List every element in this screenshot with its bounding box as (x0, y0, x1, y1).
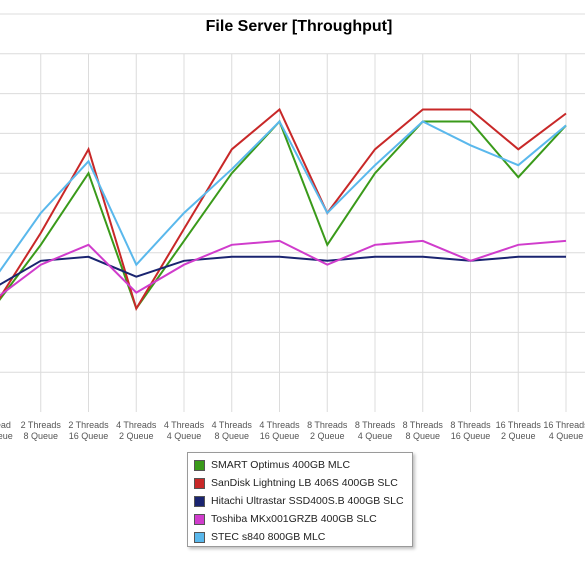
legend-item: STEC s840 800GB MLC (194, 528, 412, 546)
series-line-1 (0, 107, 567, 311)
x-tick-label: 1 Thread (0, 420, 11, 430)
x-tick-label: 2 Threads (21, 420, 62, 430)
x-tick-label: 2 Threads (68, 420, 109, 430)
x-tick-label: 4 Queue (358, 431, 393, 441)
x-tick-label: 4 Threads (259, 420, 300, 430)
legend-swatch (194, 513, 205, 525)
legend-label: Hitachi Ultrastar SSD400S.B 400GB SLC (211, 495, 404, 507)
chart-series-lines (0, 107, 567, 311)
legend-swatch (194, 459, 205, 471)
legend-item: SanDisk Lightning LB 406S 400GB SLC (194, 474, 412, 492)
x-tick-label: 16 Threads (543, 420, 585, 430)
x-tick-label: 16 Queue (0, 431, 13, 441)
legend-label: SMART Optimus 400GB MLC (211, 459, 351, 471)
x-tick-label: 16 Threads (496, 420, 542, 430)
chart-grid (0, 13, 585, 412)
legend-item: SMART Optimus 400GB MLC (194, 456, 412, 474)
x-tick-label: 16 Queue (69, 431, 109, 441)
x-tick-label: 4 Queue (167, 431, 202, 441)
x-tick-label: 4 Queue (549, 431, 584, 441)
x-tick-label: 4 Threads (212, 420, 253, 430)
x-tick-label: 8 Threads (355, 420, 396, 430)
x-tick-label: 8 Threads (403, 420, 444, 430)
legend-item: Hitachi Ultrastar SSD400S.B 400GB SLC (194, 492, 412, 510)
series-line-4 (0, 119, 567, 273)
x-tick-label: 2 Queue (119, 431, 154, 441)
series-line-3 (0, 239, 567, 297)
x-tick-label: 16 Queue (451, 431, 491, 441)
x-tick-label: 8 Queue (405, 431, 440, 441)
legend-label: Toshiba MKx001GRZB 400GB SLC (211, 513, 377, 525)
x-tick-label: 8 Queue (23, 431, 58, 441)
legend-label: SanDisk Lightning LB 406S 400GB SLC (211, 477, 398, 489)
x-tick-label: 2 Queue (501, 431, 536, 441)
legend-swatch (194, 531, 205, 543)
legend-swatch (194, 495, 205, 507)
chart-title: File Server [Throughput] (205, 18, 393, 35)
x-tick-label: 8 Threads (450, 420, 491, 430)
legend-swatch (194, 477, 205, 489)
x-tick-label: 8 Queue (214, 431, 249, 441)
chart-legend: SMART Optimus 400GB MLC SanDisk Lightnin… (187, 452, 413, 547)
x-tick-label: 4 Threads (116, 420, 157, 430)
legend-item: Toshiba MKx001GRZB 400GB SLC (194, 510, 412, 528)
x-tick-label: 2 Queue (310, 431, 345, 441)
x-tick-label: 16 Queue (260, 431, 300, 441)
x-tick-label: 8 Threads (307, 420, 348, 430)
series-line-2 (0, 255, 566, 286)
legend-label: STEC s840 800GB MLC (211, 531, 326, 543)
x-tick-label: 4 Threads (164, 420, 205, 430)
